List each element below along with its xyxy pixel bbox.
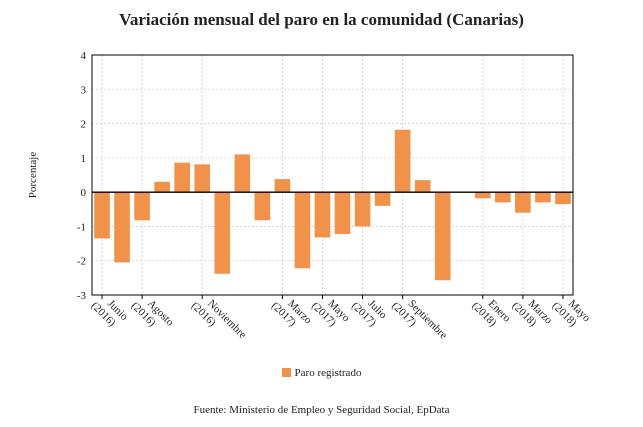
x-tick-label-group: Noviembre(2016) <box>189 298 249 342</box>
x-tick-label-group: Mayo(2018) <box>550 298 593 330</box>
x-tick-label-group: Mayo(2017) <box>309 298 352 330</box>
bar <box>174 162 191 193</box>
y-tick-label: 2 <box>81 119 87 131</box>
y-tick-label: 1 <box>81 153 87 165</box>
bar <box>314 192 331 238</box>
source-note: Fuente: Ministerio de Empleo y Seguridad… <box>193 404 450 416</box>
y-axis-label: Porcentaje <box>27 152 39 199</box>
bar <box>274 179 291 193</box>
x-tick-label-group: Septiembre(2017) <box>389 298 449 342</box>
bar <box>434 192 451 281</box>
chart-title: Variación mensual del paro en la comunid… <box>119 10 524 29</box>
bar <box>515 192 531 213</box>
bar <box>194 164 211 193</box>
x-tick-label-group: Marzo(2018) <box>510 298 555 330</box>
y-tick-label: -1 <box>77 221 86 233</box>
bar <box>495 192 511 203</box>
plot-frame <box>91 54 574 296</box>
bar <box>114 192 130 263</box>
bar <box>555 192 571 205</box>
y-tick-label: 0 <box>81 187 87 199</box>
bar <box>414 180 431 193</box>
y-tick-label: -2 <box>77 256 86 268</box>
bar <box>234 154 251 193</box>
bar <box>254 192 271 221</box>
bar <box>394 129 411 193</box>
bar <box>134 192 150 221</box>
bar <box>294 192 311 269</box>
bar <box>354 192 371 227</box>
bar <box>535 192 551 203</box>
x-tick-label-group: Junio(2016) <box>89 298 131 330</box>
x-tick-label-group: Enero(2018) <box>469 298 513 330</box>
legend-label: Paro registrado <box>294 367 362 379</box>
y-tick-label: 4 <box>81 50 87 62</box>
bar <box>474 192 491 199</box>
bar <box>334 192 351 234</box>
legend-swatch <box>281 368 291 377</box>
y-tick-label: -3 <box>77 290 87 302</box>
legend[interactable]: Paro registrado <box>0 367 643 379</box>
bar <box>374 192 391 206</box>
bar <box>94 192 110 239</box>
bar <box>214 192 231 274</box>
y-tick-label: 3 <box>81 84 87 96</box>
x-tick-label-group: Agosto(2016) <box>129 298 177 330</box>
x-tick-label-group: Marzo(2017) <box>269 298 314 330</box>
x-tick-label-group: Julio(2017) <box>349 298 389 330</box>
bar <box>154 181 170 193</box>
